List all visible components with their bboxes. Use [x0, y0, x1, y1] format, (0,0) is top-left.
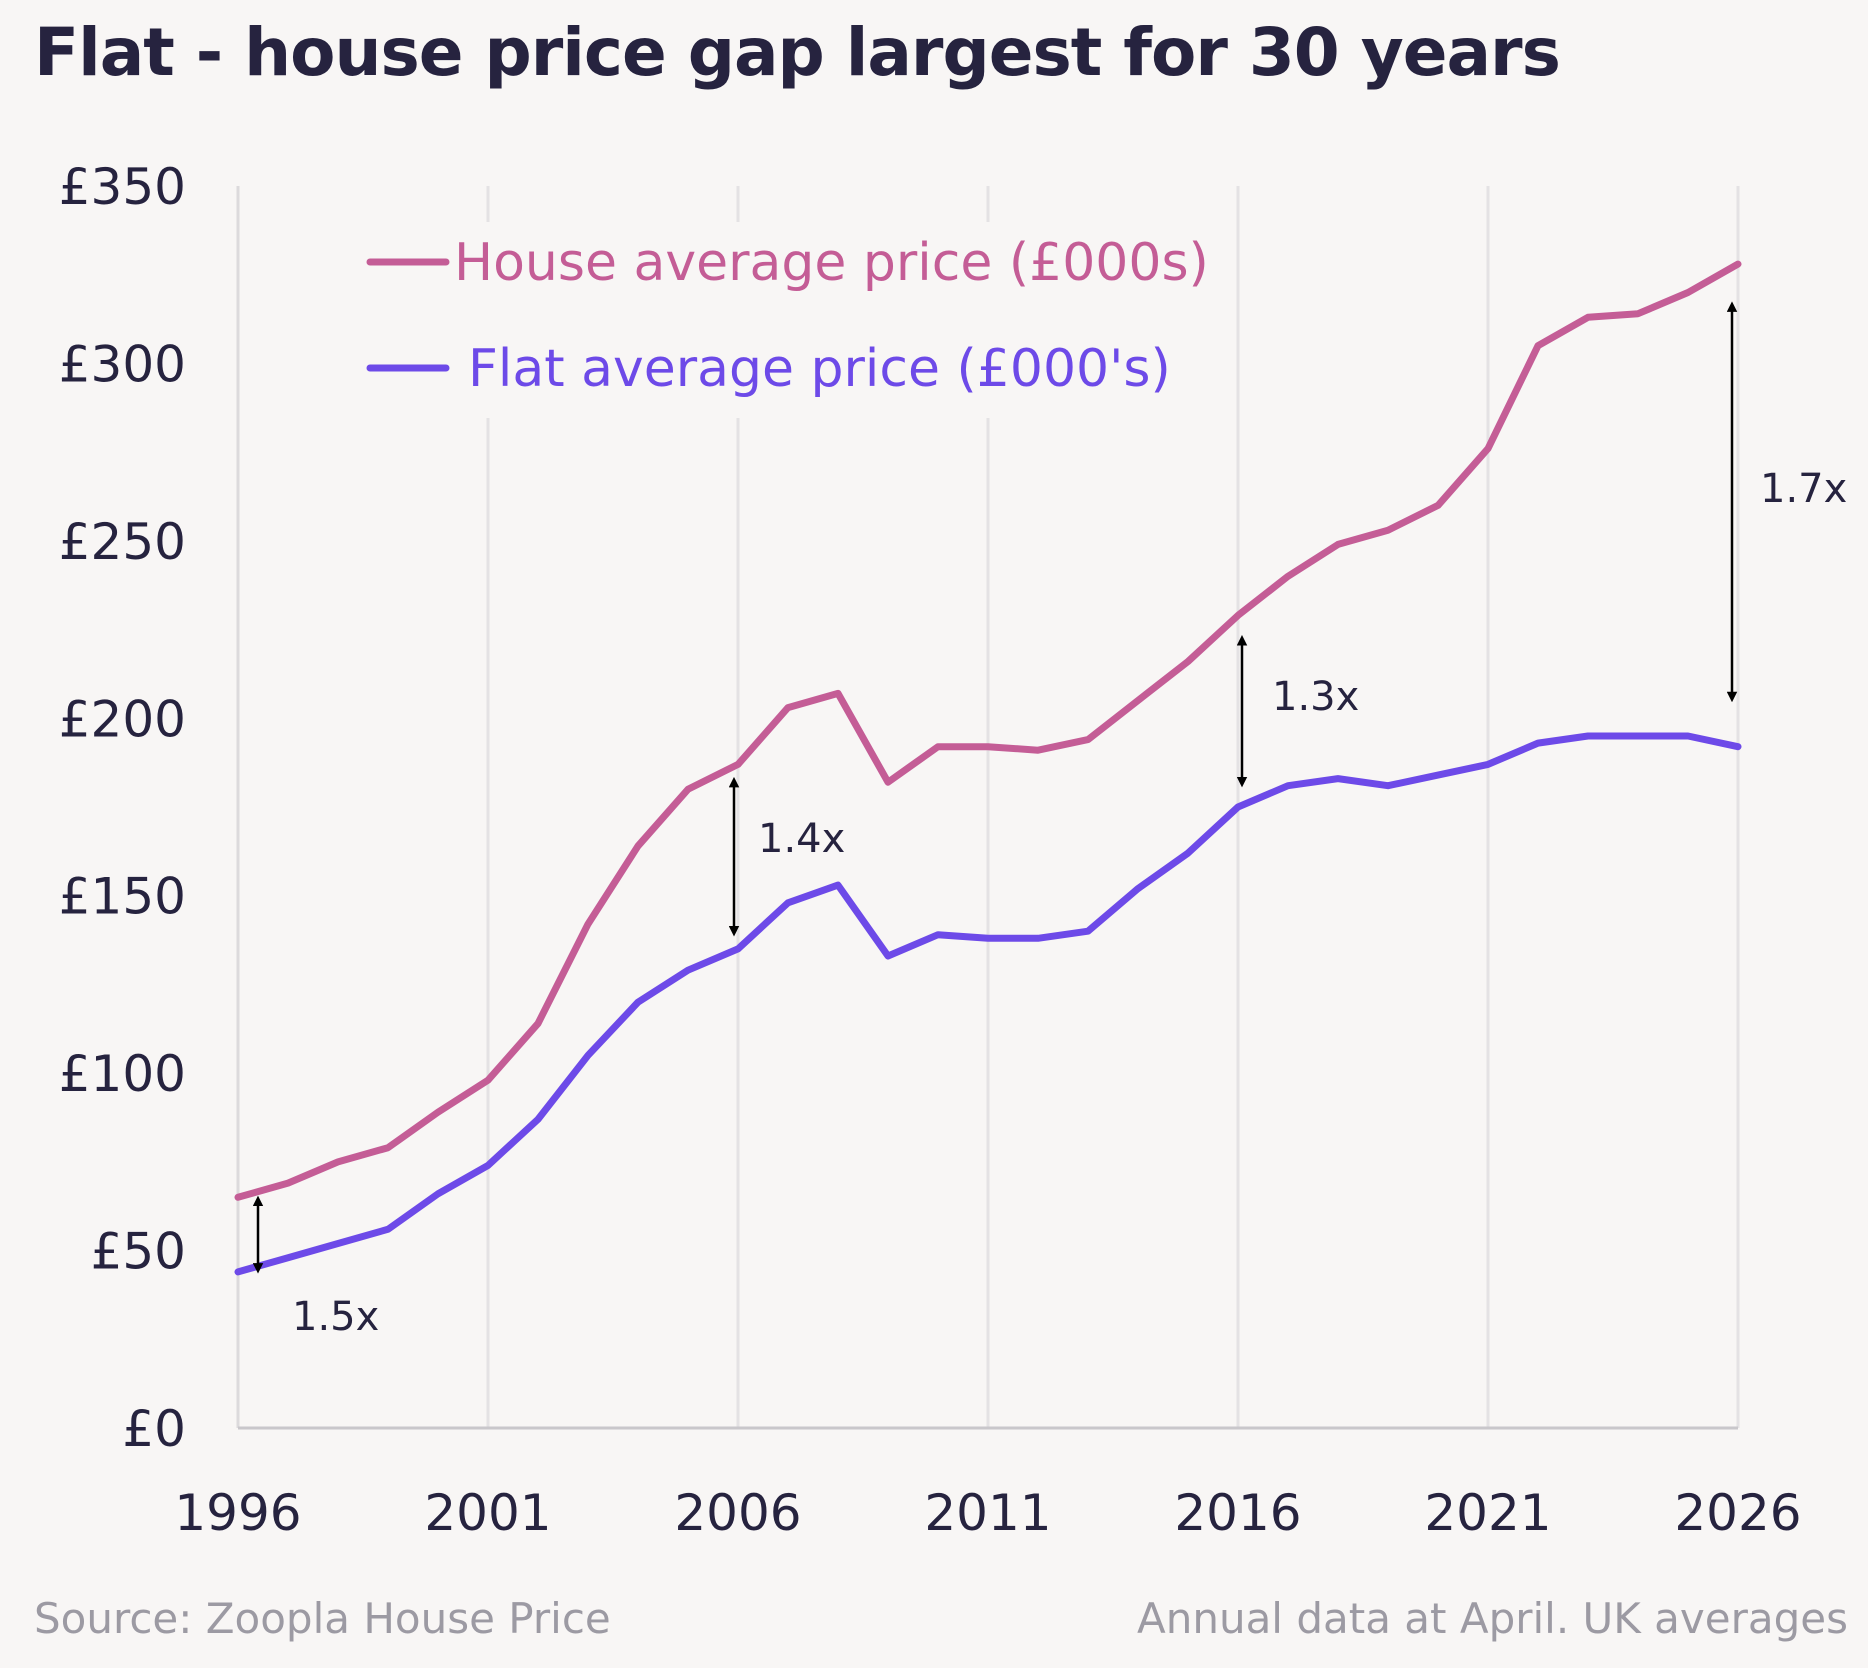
gap-label-2006: 1.4x [758, 816, 845, 862]
legend: House average price (£000s) Flat average … [350, 222, 1230, 418]
source-note: Source: Zoopla House Price [34, 1594, 611, 1643]
x-tick-label-1996: 1996 [174, 1484, 301, 1542]
y-tick-label-0: £0 [122, 1400, 186, 1458]
flat-price-line [234, 732, 1742, 1276]
y-tick-label-200: £200 [59, 690, 186, 748]
gap-label-2016: 1.3x [1272, 674, 1359, 720]
y-tick-label-50: £50 [91, 1223, 186, 1281]
gap-label-1996: 1.5x [292, 1294, 379, 1340]
y-tick-label-300: £300 [59, 335, 186, 393]
house-price-line [234, 260, 1742, 1201]
data-note: Annual data at April. UK averages [1136, 1594, 1848, 1643]
x-tick-label-2001: 2001 [424, 1484, 551, 1542]
axes: 1996 2001 2006 2011 2016 2021 2026 £0 £50 £100 £15… [59, 158, 1802, 1542]
y-tick-label-250: £250 [59, 513, 186, 571]
x-tick-label-2026: 2026 [1674, 1484, 1801, 1542]
x-tick-label-2021: 2021 [1424, 1484, 1551, 1542]
series-lines [234, 260, 1742, 1276]
y-tick-label-150: £150 [59, 868, 186, 926]
legend-background [350, 222, 1230, 418]
chart-title: Flat - house price gap largest for 30 ye… [34, 14, 1561, 91]
legend-label-flat: Flat average price (£000's) [468, 339, 1171, 399]
y-tick-label-100: £100 [59, 1045, 186, 1103]
gap-label-2026: 1.7x [1760, 466, 1847, 512]
y-tick-label-350: £350 [59, 158, 186, 216]
x-tick-label-2011: 2011 [924, 1484, 1051, 1542]
gap-annotations: 1.5x 1.4x 1.3x 1.7x [252, 301, 1847, 1340]
x-tick-label-2006: 2006 [674, 1484, 801, 1542]
x-tick-label-2016: 2016 [1174, 1484, 1301, 1542]
legend-label-house: House average price (£000s) [454, 233, 1209, 293]
